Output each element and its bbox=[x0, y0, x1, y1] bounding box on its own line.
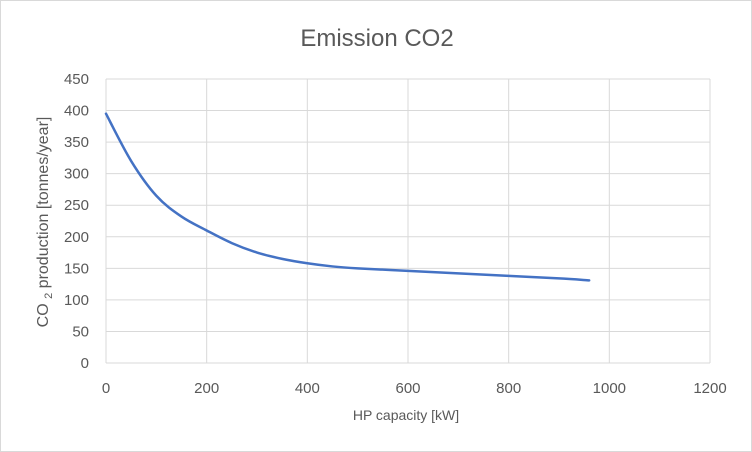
y-tick-label-200: 200 bbox=[64, 229, 89, 246]
y-axis-label-subscript: 2 bbox=[43, 293, 55, 299]
x-tick-label-0: 0 bbox=[102, 380, 110, 397]
y-axis-label-suffix: production [tonnes/year] bbox=[35, 117, 52, 289]
y-tick-label-350: 350 bbox=[64, 134, 89, 151]
x-tick-label-400: 400 bbox=[295, 380, 320, 397]
y-axis-label: CO 2 production [tonnes/year] bbox=[35, 117, 56, 328]
y-tick-label-100: 100 bbox=[64, 292, 89, 309]
chart-title: Emission CO2 bbox=[300, 25, 453, 52]
x-tick-label-1000: 1000 bbox=[593, 380, 626, 397]
y-tick-label-250: 250 bbox=[64, 197, 89, 214]
y-tick-label-50: 50 bbox=[72, 323, 89, 340]
grid-layer bbox=[105, 78, 711, 364]
y-tick-label-150: 150 bbox=[64, 260, 89, 277]
y-tick-label-400: 400 bbox=[64, 103, 89, 120]
x-tick-label-1200: 1200 bbox=[693, 380, 726, 397]
series-layer bbox=[104, 112, 591, 282]
y-tick-label-0: 0 bbox=[81, 355, 89, 372]
x-tick-label-200: 200 bbox=[194, 380, 219, 397]
y-tick-label-300: 300 bbox=[64, 166, 89, 183]
tick-layer: 0 50 100 150 200 250 300 350 400 450 0 200 400 600 800… bbox=[64, 71, 727, 397]
x-tick-label-800: 800 bbox=[496, 380, 521, 397]
x-axis-label: HP capacity [kW] bbox=[353, 407, 459, 423]
x-tick-label-600: 600 bbox=[395, 380, 420, 397]
series-line-0 bbox=[104, 112, 591, 282]
y-axis-label-prefix: CO bbox=[35, 303, 52, 327]
y-tick-label-450: 450 bbox=[64, 71, 89, 88]
